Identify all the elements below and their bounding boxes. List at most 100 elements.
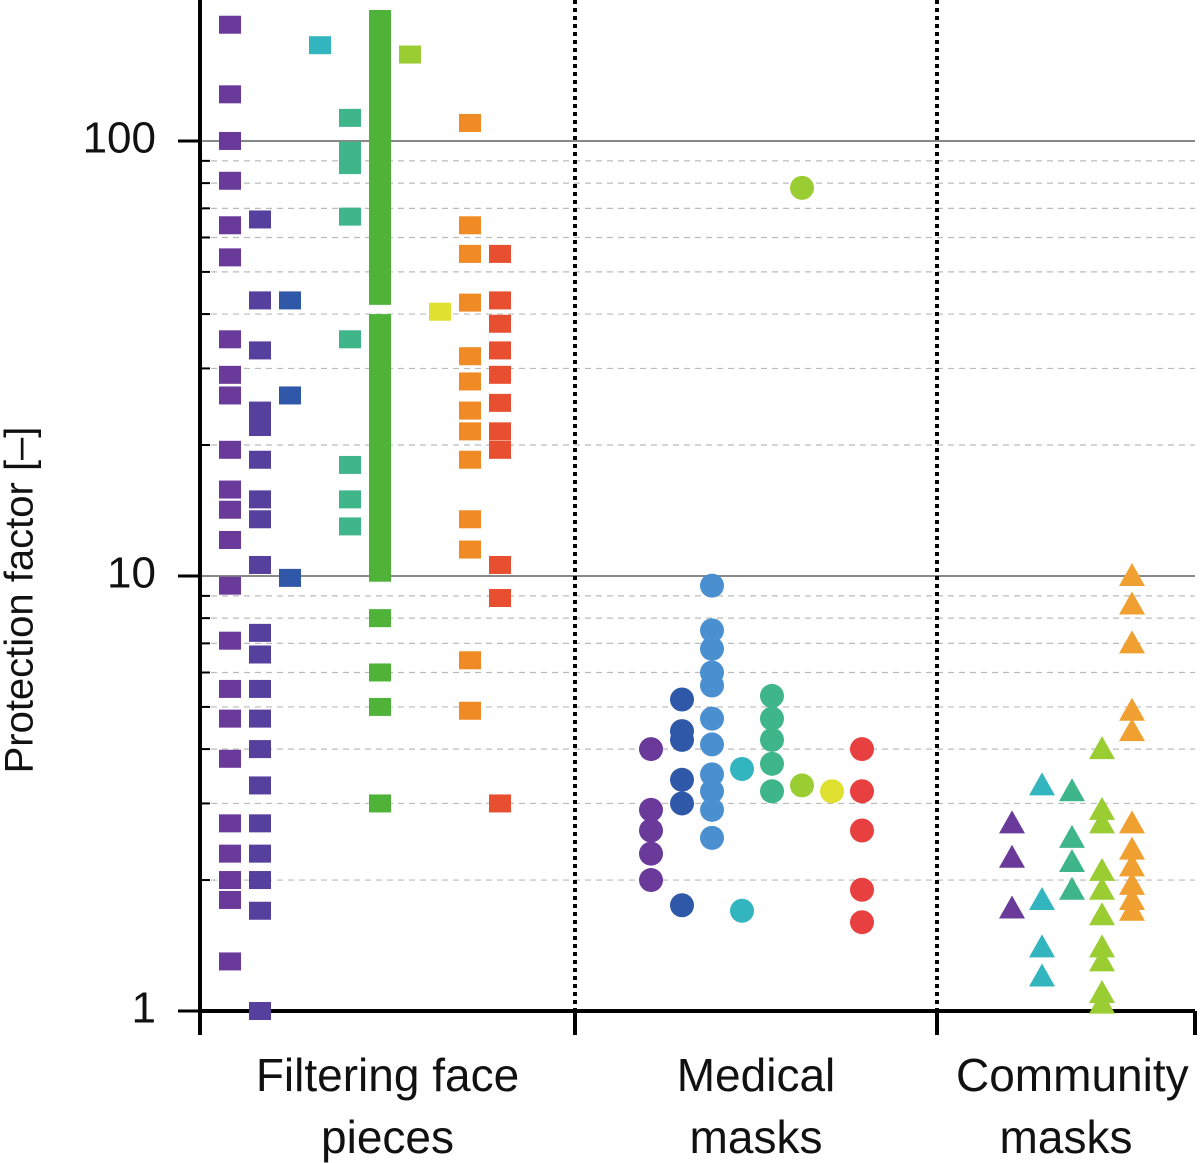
square-point — [489, 291, 511, 310]
circle-point — [700, 673, 724, 698]
square-point — [489, 314, 511, 333]
triangle-point — [1119, 591, 1145, 615]
circle-point — [700, 636, 724, 661]
circle-point — [639, 737, 663, 762]
circle-point — [639, 868, 663, 893]
square-point — [489, 440, 511, 459]
square-point — [219, 749, 241, 768]
triangle-point — [1029, 886, 1055, 910]
square-point — [459, 510, 481, 529]
square-point — [489, 244, 511, 263]
square-point — [339, 330, 361, 349]
square-point — [219, 576, 241, 595]
square-point — [249, 450, 271, 469]
range-bar — [369, 10, 391, 305]
circle-point — [639, 841, 663, 866]
square-point — [339, 490, 361, 509]
square-point — [219, 890, 241, 909]
square-point — [219, 85, 241, 104]
circle-point — [700, 762, 724, 787]
square-point — [339, 455, 361, 474]
square-point — [459, 701, 481, 720]
square-point — [219, 709, 241, 728]
square-point — [249, 210, 271, 229]
y-tick-label: 10 — [107, 549, 156, 598]
circle-point — [670, 767, 694, 792]
square-point — [489, 341, 511, 360]
circle-point — [730, 898, 754, 923]
square-point — [339, 108, 361, 127]
triangle-point — [1089, 902, 1115, 926]
square-point — [249, 740, 271, 759]
square-point — [249, 776, 271, 795]
circle-point — [700, 732, 724, 757]
square-point — [459, 540, 481, 559]
square-point — [489, 393, 511, 412]
triangle-point — [1119, 718, 1145, 742]
circle-point — [760, 727, 784, 752]
square-point — [369, 794, 391, 813]
circle-point — [639, 797, 663, 822]
triangle-point — [999, 844, 1025, 868]
circle-point — [790, 175, 814, 200]
triangle-point — [1089, 934, 1115, 958]
square-point — [249, 623, 271, 642]
square-point — [489, 365, 511, 384]
square-point — [369, 663, 391, 682]
square-point — [219, 330, 241, 349]
circle-point — [850, 737, 874, 762]
circle-point — [700, 779, 724, 804]
y-tick-label: 1 — [132, 984, 156, 1033]
triangle-point — [1029, 963, 1055, 987]
square-point — [249, 418, 271, 437]
triangle-point — [1119, 697, 1145, 721]
circle-point — [639, 818, 663, 843]
square-point — [249, 1002, 271, 1020]
square-point — [219, 530, 241, 549]
square-point — [459, 651, 481, 670]
circle-point — [850, 818, 874, 843]
triangle-point — [999, 810, 1025, 834]
square-point — [459, 293, 481, 312]
triangle-point — [1119, 810, 1145, 834]
square-point — [249, 901, 271, 920]
triangle-point — [1059, 876, 1085, 900]
x-category-label: Filtering face pieces — [255, 1049, 520, 1163]
square-point — [459, 244, 481, 263]
circle-point — [730, 756, 754, 781]
square-point — [459, 216, 481, 235]
square-point — [219, 216, 241, 235]
square-point — [219, 952, 241, 971]
square-point — [219, 631, 241, 650]
square-point — [219, 248, 241, 267]
triangle-point — [1029, 772, 1055, 796]
square-point — [399, 45, 421, 64]
square-point — [249, 645, 271, 664]
square-point — [459, 372, 481, 391]
square-point — [219, 386, 241, 405]
square-point — [309, 36, 331, 55]
square-point — [459, 113, 481, 132]
square-point — [339, 141, 361, 160]
square-point — [429, 302, 451, 321]
triangle-point — [1029, 934, 1055, 958]
circle-point — [760, 751, 784, 776]
square-point — [489, 588, 511, 607]
square-point — [279, 386, 301, 405]
square-point — [249, 555, 271, 574]
square-point — [219, 171, 241, 190]
triangle-point — [1119, 897, 1145, 921]
triangle-point — [1119, 871, 1145, 895]
square-point — [249, 510, 271, 529]
square-point — [459, 401, 481, 420]
square-point — [219, 871, 241, 890]
square-point — [219, 440, 241, 459]
x-category-label: Community masks — [956, 1049, 1189, 1163]
circle-point — [850, 779, 874, 804]
triangle-point — [1089, 948, 1115, 972]
square-point — [339, 517, 361, 536]
x-category-label: Medical masks — [676, 1049, 836, 1163]
square-point — [249, 291, 271, 310]
square-point — [219, 844, 241, 863]
square-point — [279, 291, 301, 310]
